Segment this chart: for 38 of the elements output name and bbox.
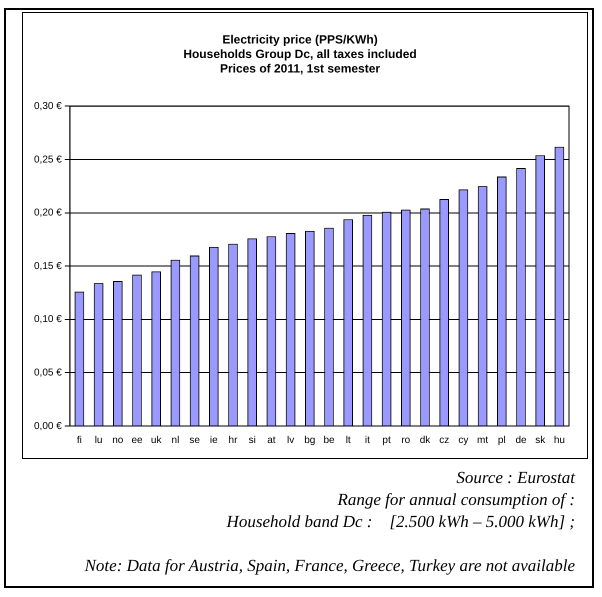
x-tick-label: pt [382, 434, 391, 446]
x-tick-label: se [189, 434, 200, 446]
text: Range for annual consumption of : [336, 489, 575, 511]
y-tick-label: 0,05 € [34, 367, 62, 378]
x-tick-label: at [267, 434, 276, 446]
x-tick-label: si [248, 434, 256, 446]
x-tick-label: hu [554, 434, 565, 446]
x-tick-label: ro [401, 434, 411, 446]
x-tick-label: fi [76, 434, 82, 446]
x-tick-label: lu [94, 434, 102, 446]
x-tick-label: pl [498, 434, 506, 446]
y-tick-label: 0,00 € [34, 420, 62, 432]
x-tick-label: de [515, 434, 527, 446]
text: Household band Dc : [2.500 kWh – 5.000 kWh] ; [225, 511, 575, 533]
y-tick-label: 0,10 € [34, 314, 62, 326]
x-tick-label: it [364, 434, 370, 446]
source-note: Source : Eurostat [455, 467, 575, 489]
x-tick-label: nl [172, 434, 180, 446]
chart-title: Electricity price (PPS/KWh) Households Group Dc, all taxes included Prices of 2011, 1st semester [183, 32, 417, 76]
x-tick-label: cz [439, 434, 450, 446]
x-tick-label: bg [304, 434, 316, 446]
x-tick-label: ie [210, 434, 218, 446]
x-tick-label: cy [458, 434, 468, 446]
y-tick-label: 0,20 € [34, 208, 62, 219]
y-tick-label: 0,25 € [34, 154, 62, 166]
text: Note: Data for Austria, Spain, France, Greece, Turkey are not available [84, 555, 575, 577]
x-tick-label: lv [286, 434, 294, 446]
y-tick-label: 0,30 € [34, 100, 62, 112]
x-tick-label: sk [535, 434, 546, 446]
x-tick-label: mt [477, 434, 488, 446]
x-tick-label: ee [131, 434, 143, 446]
x-tick-label: be [323, 434, 335, 446]
x-tick-label: dk [420, 434, 432, 446]
x-tick-label: uk [150, 434, 162, 446]
x-tick-label: hr [228, 434, 238, 446]
x-tick-label: no [112, 434, 124, 446]
y-tick-label: 0,15 € [34, 260, 62, 272]
x-tick-label: lt [346, 434, 351, 446]
